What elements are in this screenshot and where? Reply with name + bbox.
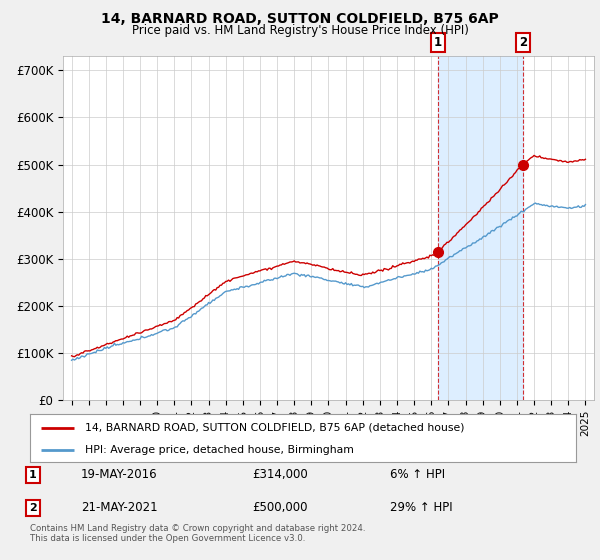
Text: HPI: Average price, detached house, Birmingham: HPI: Average price, detached house, Birm…: [85, 445, 353, 455]
Text: £500,000: £500,000: [252, 501, 308, 515]
Text: Price paid vs. HM Land Registry's House Price Index (HPI): Price paid vs. HM Land Registry's House …: [131, 24, 469, 36]
Text: 14, BARNARD ROAD, SUTTON COLDFIELD, B75 6AP: 14, BARNARD ROAD, SUTTON COLDFIELD, B75 …: [101, 12, 499, 26]
Text: Contains HM Land Registry data © Crown copyright and database right 2024.
This d: Contains HM Land Registry data © Crown c…: [30, 524, 365, 543]
Text: 29% ↑ HPI: 29% ↑ HPI: [390, 501, 452, 515]
Text: 14, BARNARD ROAD, SUTTON COLDFIELD, B75 6AP (detached house): 14, BARNARD ROAD, SUTTON COLDFIELD, B75 …: [85, 423, 464, 433]
Text: 2: 2: [520, 36, 527, 49]
Bar: [438, 56, 523, 400]
Text: 1: 1: [434, 36, 442, 49]
Text: 6% ↑ HPI: 6% ↑ HPI: [390, 468, 445, 482]
Text: 1: 1: [29, 470, 37, 480]
Text: 21-MAY-2021: 21-MAY-2021: [81, 501, 158, 515]
Text: 2: 2: [29, 503, 37, 513]
Text: £314,000: £314,000: [252, 468, 308, 482]
Text: 19-MAY-2016: 19-MAY-2016: [81, 468, 158, 482]
